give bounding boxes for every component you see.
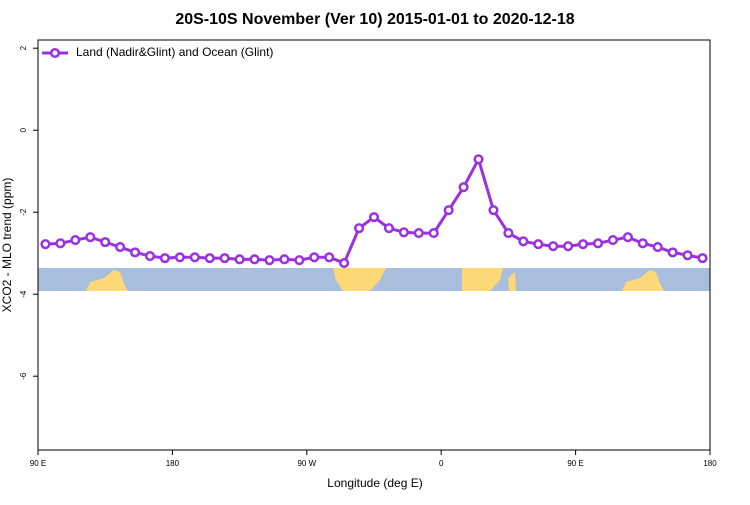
data-point xyxy=(443,205,454,216)
data-point xyxy=(159,253,170,264)
y-tick-label: -4 xyxy=(19,290,28,298)
legend-label: Land (Nadir&Glint) and Ocean (Glint) xyxy=(76,45,273,59)
data-point xyxy=(354,223,365,234)
data-point xyxy=(652,242,663,253)
data-point xyxy=(503,228,514,239)
x-tick-label: 90 W xyxy=(297,459,316,468)
data-point xyxy=(324,252,335,263)
data-point xyxy=(533,239,544,250)
data-point xyxy=(473,154,484,165)
series-line xyxy=(45,155,703,265)
x-tick-label: 0 xyxy=(439,459,444,468)
data-point xyxy=(637,238,648,249)
data-point xyxy=(607,235,618,246)
x-tick-label: 180 xyxy=(166,459,180,468)
y-tick-label: -2 xyxy=(19,208,28,216)
data-point xyxy=(667,247,678,258)
data-point xyxy=(339,257,350,269)
x-axis-label: Longitude (deg E) xyxy=(327,476,422,490)
data-point xyxy=(309,252,320,263)
data-point xyxy=(115,242,126,253)
y-tick-label: 2 xyxy=(19,45,28,50)
data-point xyxy=(682,250,693,261)
y-axis-label: XCO2 - MLO trend (ppm) xyxy=(0,178,14,313)
data-point xyxy=(622,232,633,243)
plot-frame xyxy=(37,39,711,451)
data-point xyxy=(548,241,559,252)
data-point xyxy=(413,228,424,239)
data-point xyxy=(279,254,290,265)
data-point xyxy=(368,212,380,223)
chart-title: 20S-10S November (Ver 10) 2015-01-01 to … xyxy=(175,11,574,28)
data-point xyxy=(264,255,275,266)
data-point xyxy=(592,238,604,249)
data-point xyxy=(488,205,499,216)
data-point xyxy=(249,254,260,265)
data-point xyxy=(70,235,81,246)
x-tick-label: 180 xyxy=(703,459,717,468)
y-tick-label: -6 xyxy=(19,372,28,380)
data-point xyxy=(189,252,200,263)
map-strip xyxy=(38,268,710,291)
legend-marker xyxy=(49,47,61,59)
data-point xyxy=(234,254,245,265)
data-point xyxy=(204,253,215,264)
x-tick-label: 90 E xyxy=(567,459,583,468)
data-point xyxy=(174,252,185,263)
data-point xyxy=(130,247,141,258)
data-point xyxy=(458,182,469,193)
data-point xyxy=(518,236,529,247)
data-point xyxy=(383,223,394,234)
data-point xyxy=(40,239,51,250)
data-point xyxy=(697,253,708,264)
data-point xyxy=(398,227,409,238)
data-point xyxy=(85,232,96,243)
data-point xyxy=(55,238,66,249)
x-tick-label: 90 E xyxy=(30,459,46,468)
data-point xyxy=(219,253,230,264)
y-tick-label: 0 xyxy=(19,127,28,132)
data-point xyxy=(428,228,439,239)
data-point xyxy=(578,239,589,250)
data-point xyxy=(144,251,156,262)
data-point xyxy=(294,255,305,266)
data-point xyxy=(563,241,574,252)
data-point xyxy=(100,237,111,248)
